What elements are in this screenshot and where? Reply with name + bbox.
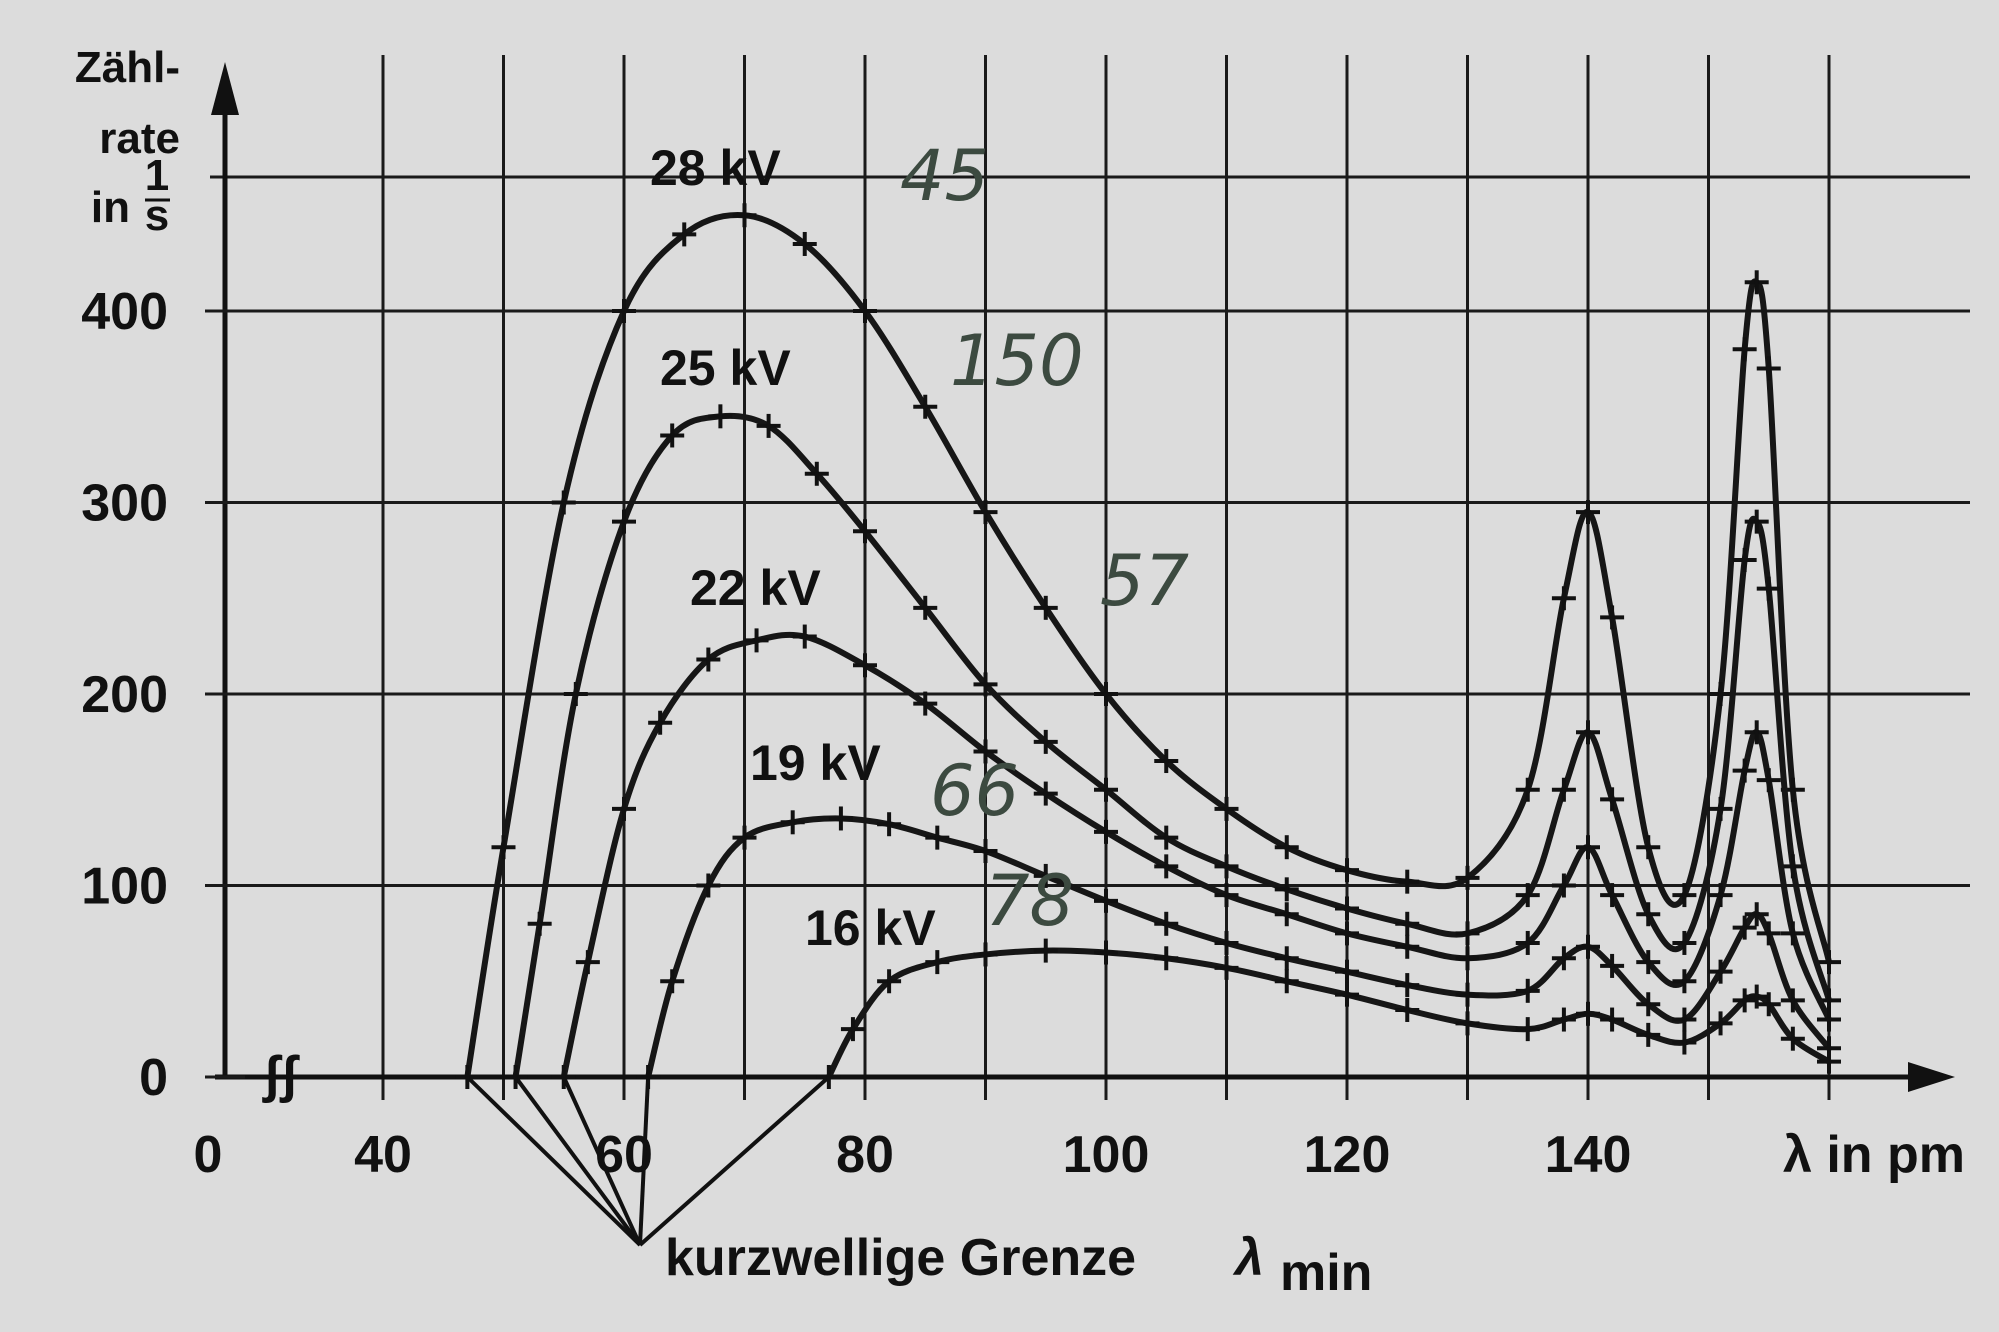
x-tick-label: 120 [1304,1126,1391,1184]
annotation-subscript: min [1280,1244,1372,1302]
axes: ʃʃ [211,62,1955,1104]
series-label: 28 kV [650,140,781,196]
y-unit-denominator: s [145,191,169,240]
series-line [560,631,1832,1080]
y-tick-label: 100 [81,858,168,916]
grid [210,55,1970,1100]
handwritten-note: 57 [1100,540,1189,622]
x-tick-label: 40 [354,1126,412,1184]
x-tick-label: 100 [1063,1126,1150,1184]
annotation-pointer-line [513,1075,642,1247]
series-label: 16 kV [805,900,936,956]
y-axis-title-line: Zähl- [75,43,180,92]
annotation-pointer-line [638,1076,651,1246]
annotation-lambda: λ [1232,1229,1264,1287]
y-tick-label: 400 [81,283,168,341]
y-tick-label: 200 [81,666,168,724]
annotation-pointer-line [561,1076,642,1246]
handwritten-note: 78 [985,860,1074,942]
y-axis-arrow [211,62,239,115]
axis-break-mark: ʃʃ [262,1046,300,1104]
annotation-pointer-line [465,1075,642,1247]
series-line [645,815,1832,1080]
y-tick-label: 0 [139,1049,168,1107]
series-curves [455,203,1841,1089]
x-axis-arrow [1908,1062,1955,1092]
handwritten-notes: 45 150 57 66 78 [900,135,1189,942]
x-axis-title: λ in pm [1783,1126,1965,1184]
x-tick-label: 140 [1545,1126,1632,1184]
x-tick-label: 80 [836,1126,894,1184]
annotation-label: kurzwellige Grenze [665,1229,1136,1287]
x-tick-label: 0 [194,1126,223,1184]
series-label: 25 kV [660,340,791,396]
series-label: 22 kV [690,560,821,616]
annotation-group: kurzwellige Grenze λ min [465,1075,1372,1302]
annotation-pointer-line [638,1075,831,1247]
y-axis-title-line: rate [99,114,180,163]
handwritten-note: 45 [900,135,989,217]
series-label: 19 kV [750,735,881,791]
handwritten-note: 66 [930,750,1019,832]
y-axis-title-line: in [91,183,130,232]
handwritten-note: 150 [950,320,1084,402]
series-labels: 28 kV 25 kV 22 kV 19 kV 16 kV [650,140,936,956]
y-tick-label: 300 [81,475,168,533]
y-unit-numerator: 1 [145,151,169,200]
y-axis-title: Zähl-rate in 1s [75,43,180,240]
